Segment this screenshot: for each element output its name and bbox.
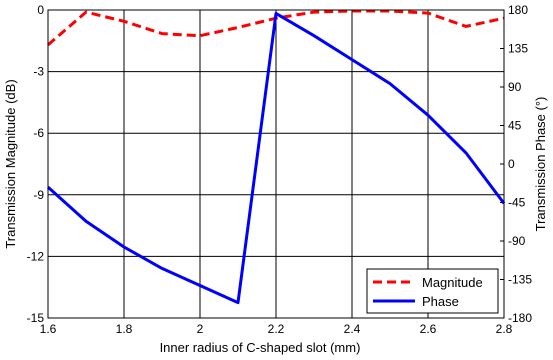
y-left-tick-label-2: -6 — [33, 126, 44, 140]
y-left-tick-label-3: -9 — [33, 188, 44, 202]
y-right-axis-label: Transmission Phase (°) — [533, 97, 548, 232]
x-axis-label: Inner radius of C-shaped slot (mm) — [160, 340, 361, 355]
x-tick-label-6: 2.8 — [496, 322, 513, 336]
legend-box — [366, 268, 499, 314]
series-phase-line — [46, 11, 506, 305]
y-right-tick-label-7: -135 — [508, 273, 532, 287]
x-tick-label-4: 2.4 — [344, 322, 361, 336]
x-tick-label-3: 2.2 — [268, 322, 285, 336]
y-right-tick-label-6: -90 — [508, 234, 526, 248]
legend-magnitude-label: Magnitude — [422, 275, 483, 290]
y-left-tick-label-0: 0 — [37, 3, 44, 17]
y-right-tick-label-4: 0 — [508, 157, 515, 171]
y-right-tick-label-5: -45 — [508, 196, 526, 210]
x-tick-label-2: 2 — [197, 322, 204, 336]
y-right-tick-label-8: -180 — [508, 311, 532, 325]
y-left-axis-label: Transmission Magnitude (dB) — [3, 79, 18, 248]
y-right-tick-label-1: 135 — [508, 42, 528, 56]
y-left-tick-label-4: -12 — [27, 249, 45, 263]
plot-frame — [47, 9, 505, 319]
y-right-tick-labels: 180 135 90 45 0 -45 -90 -135 -180 — [508, 3, 532, 325]
y-left-tick-label-5: -15 — [27, 311, 45, 325]
y-right-tick-label-3: 45 — [508, 119, 522, 133]
series-layer — [46, 9, 506, 305]
y-left-tick-labels: 0 -3 -6 -9 -12 -15 — [27, 3, 45, 325]
x-tick-label-5: 2.6 — [420, 322, 437, 336]
legend: Magnitude Phase — [366, 268, 499, 314]
x-tick-label-0: 1.6 — [40, 322, 57, 336]
x-tick-label-1: 1.8 — [116, 322, 133, 336]
legend-phase-label: Phase — [422, 294, 459, 309]
y-left-tick-label-1: -3 — [33, 65, 44, 79]
x-tick-labels: 1.6 1.8 2 2.2 2.4 2.6 2.8 — [40, 322, 513, 336]
y-right-tick-label-2: 90 — [508, 80, 522, 94]
y-right-tick-label-0: 180 — [508, 3, 528, 17]
